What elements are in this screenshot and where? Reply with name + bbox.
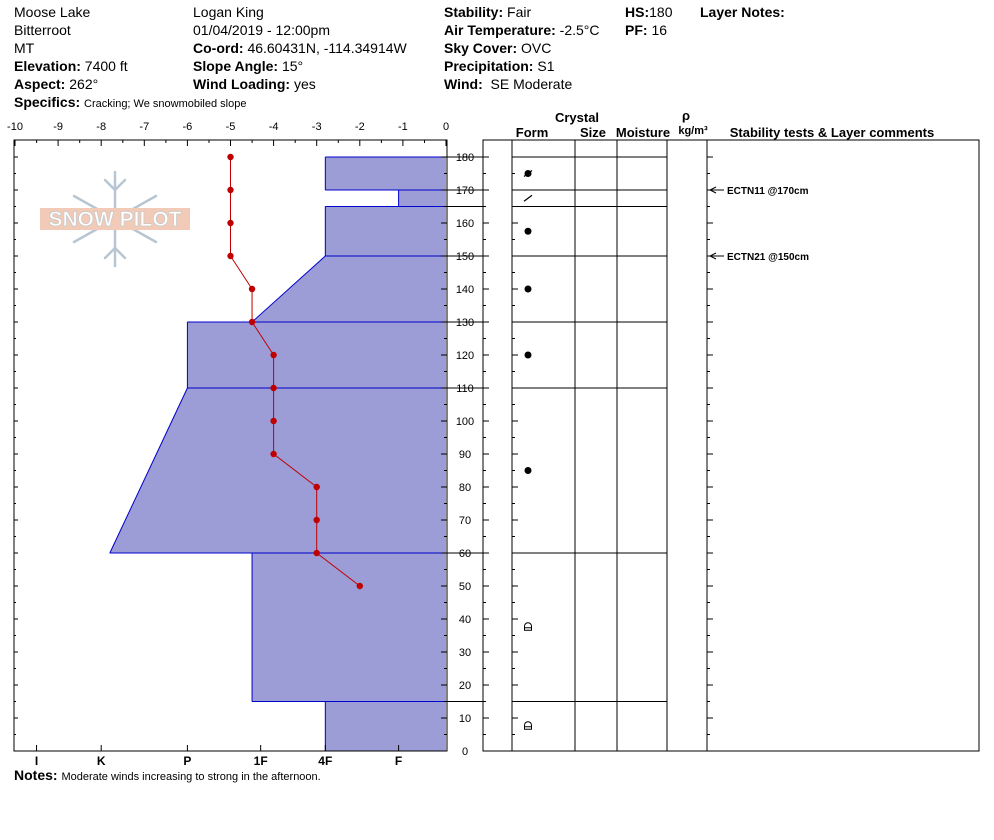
hs: HS:180 bbox=[625, 4, 673, 20]
hardness-tick-label: 1F bbox=[254, 754, 268, 768]
temperature-point bbox=[270, 351, 277, 359]
rounded-grains-symbol bbox=[524, 351, 532, 359]
hardness-edge bbox=[251, 255, 326, 323]
temp-tick-label: -1 bbox=[398, 121, 408, 133]
temp-tick-label: -6 bbox=[183, 121, 193, 133]
coordinates: Co-ord: 46.60431N, -114.34914W bbox=[193, 40, 407, 56]
height-tick-label: 0 bbox=[462, 746, 468, 758]
size-header: Size bbox=[580, 125, 606, 140]
stability-test-arrow-head bbox=[708, 252, 717, 260]
temperature-point bbox=[227, 252, 234, 260]
temperature-point bbox=[313, 516, 320, 524]
layer-table-frame bbox=[482, 139, 980, 752]
snowpilot-logo: SNOW PILOT bbox=[40, 170, 190, 268]
height-tick-label: 180 bbox=[456, 152, 474, 164]
pf: PF: 16 bbox=[625, 22, 668, 38]
height-tick-label: 40 bbox=[459, 614, 471, 626]
height-tick-label: 140 bbox=[456, 284, 474, 296]
slope-angle: Slope Angle: 15° bbox=[193, 58, 304, 74]
temp-tick-label: -3 bbox=[312, 121, 322, 133]
melt-freeze-crust-symbol bbox=[524, 622, 532, 631]
stability-tests-header: Stability tests & Layer comments bbox=[730, 125, 934, 140]
height-tick-label: 70 bbox=[459, 515, 471, 527]
height-tick-label: 90 bbox=[459, 449, 471, 461]
location: Moose Lake bbox=[14, 4, 91, 20]
datetime: 01/04/2019 - 12:00pm bbox=[193, 22, 330, 38]
temp-tick-label: -5 bbox=[226, 121, 236, 133]
temperature-point bbox=[270, 417, 277, 425]
form-header: Form bbox=[516, 125, 549, 140]
logo-text: SNOW PILOT bbox=[49, 208, 182, 231]
height-tick-label: 100 bbox=[456, 416, 474, 428]
hardness-tick-label: K bbox=[97, 754, 106, 768]
height-tick-label: 80 bbox=[459, 482, 471, 494]
density-header: ρ bbox=[682, 108, 690, 123]
density-unit: kg/m³ bbox=[678, 125, 708, 137]
height-tick-label: 30 bbox=[459, 647, 471, 659]
temp-tick-label: -10 bbox=[7, 121, 23, 133]
hardness-tick-label: F bbox=[395, 754, 402, 768]
height-tick-label: 120 bbox=[456, 350, 474, 362]
moisture-header: Moisture bbox=[616, 125, 670, 140]
temp-tick-label: -8 bbox=[96, 121, 106, 133]
hardness-tick-label: I bbox=[35, 754, 38, 768]
stability-test-arrow-head bbox=[708, 186, 717, 194]
temp-tick-label: -7 bbox=[139, 121, 149, 133]
temp-tick-label: 0 bbox=[443, 121, 449, 133]
stability-test-label: ECTN21 @150cm bbox=[727, 252, 809, 263]
temperature-point bbox=[313, 483, 320, 491]
height-tick-label: 150 bbox=[456, 251, 474, 263]
temperature-point bbox=[227, 219, 234, 227]
temp-tick-label: -2 bbox=[355, 121, 365, 133]
height-tick-label: 50 bbox=[459, 581, 471, 593]
rounded-grains-symbol bbox=[524, 467, 532, 474]
hardness-tick-label: 4F bbox=[318, 754, 332, 768]
crystal-header: Crystal bbox=[555, 110, 599, 125]
decomposing-fragments-slash bbox=[523, 170, 533, 177]
rounded-grains-symbol bbox=[524, 227, 532, 235]
temperature-line bbox=[230, 157, 361, 587]
temperature-point bbox=[356, 582, 363, 590]
melt-freeze-crust-symbol bbox=[524, 721, 532, 730]
height-tick-label: 110 bbox=[456, 383, 474, 395]
precipitation-particles-symbol bbox=[523, 194, 533, 202]
height-tick-label: 10 bbox=[459, 713, 471, 725]
elevation: Elevation: 7400 ft bbox=[14, 58, 128, 74]
wind-loading: Wind Loading: yes bbox=[193, 76, 316, 92]
state: MT bbox=[14, 40, 35, 56]
notes: Notes: Moderate winds increasing to stro… bbox=[14, 767, 321, 783]
temp-tick-label: -4 bbox=[269, 121, 279, 133]
temperature-point bbox=[248, 285, 256, 293]
height-tick-label: 170 bbox=[456, 185, 474, 197]
rounded-grains-symbol bbox=[524, 285, 532, 293]
wind: Wind: SE Moderate bbox=[444, 76, 573, 92]
height-tick-label: 60 bbox=[459, 548, 471, 560]
sky-cover: Sky Cover: OVC bbox=[444, 40, 552, 56]
aspect: Aspect: 262° bbox=[14, 76, 99, 92]
temperature-point bbox=[227, 153, 234, 161]
height-tick-label: 20 bbox=[459, 680, 471, 692]
hardness-edge bbox=[109, 387, 188, 554]
range: Bitterroot bbox=[14, 22, 71, 38]
hardness-profile bbox=[109, 157, 446, 751]
temperature-point bbox=[313, 549, 320, 557]
air-temperature: Air Temperature: -2.5°C bbox=[444, 22, 600, 38]
hardness-tick-label: P bbox=[183, 754, 191, 768]
stability-test-label: ECTN11 @170cm bbox=[727, 186, 809, 197]
temp-tick-label: -9 bbox=[53, 121, 63, 133]
height-tick-label: 130 bbox=[456, 317, 474, 329]
temperature-point bbox=[227, 186, 234, 194]
layer-notes: Layer Notes: bbox=[700, 4, 785, 20]
temperature-point bbox=[270, 450, 277, 458]
temperature-point bbox=[270, 384, 277, 392]
height-tick-label: 160 bbox=[456, 218, 474, 230]
observer: Logan King bbox=[193, 4, 264, 20]
temperature-point bbox=[248, 318, 256, 326]
specifics: Specifics: Cracking; We snowmobiled slop… bbox=[14, 94, 247, 110]
stability: Stability: Fair bbox=[444, 4, 532, 20]
precipitation: Precipitation: S1 bbox=[444, 58, 555, 74]
